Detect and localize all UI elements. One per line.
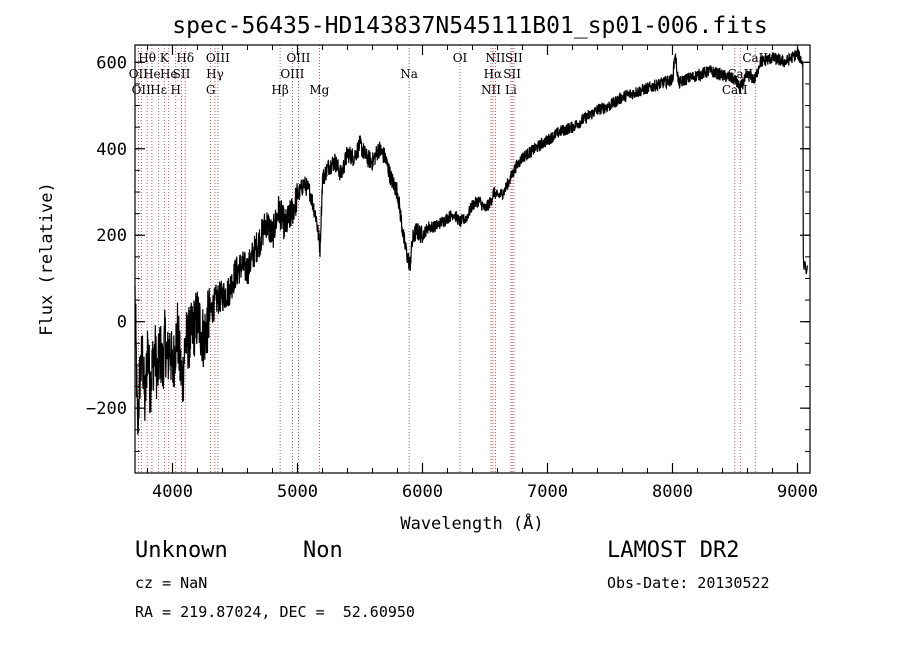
- line-label: OII: [132, 83, 152, 97]
- y-tick-label: 600: [96, 53, 127, 73]
- y-tick-label: 200: [96, 226, 127, 246]
- line-label: OII: [129, 67, 149, 81]
- line-label: Li: [505, 83, 517, 97]
- x-tick-label: 8000: [652, 482, 693, 502]
- line-label: OIII: [286, 51, 310, 65]
- line-label: K: [160, 51, 170, 65]
- line-label: G: [206, 83, 216, 97]
- y-tick-label: 0: [117, 313, 127, 333]
- y-tick-label: −200: [86, 399, 127, 419]
- line-label: NII: [481, 83, 501, 97]
- line-label: Hβ: [271, 83, 288, 97]
- x-axis-label: Wavelength (Å): [400, 512, 543, 534]
- class-label: Unknown: [135, 538, 228, 563]
- emission-line-labels: OII OII Hθ He Hε K He H SII Hδ G Hγ OIII Hβ OIII OIII Mg…: [129, 51, 769, 97]
- emission-line-markers: [137, 45, 756, 473]
- axis-ticks: 4000 5000 6000 7000 8000 9000 −200 0 200 400 600: [86, 45, 818, 502]
- cz-text: cz = NaN: [135, 574, 208, 592]
- x-tick-label: 5000: [277, 482, 318, 502]
- line-label: OIII: [280, 67, 304, 81]
- y-axis-label: Flux (relative): [37, 182, 57, 336]
- x-tick-label: 6000: [402, 482, 443, 502]
- line-label: Hε: [150, 83, 167, 97]
- line-label: SII: [505, 51, 523, 65]
- x-tick-label: 4000: [152, 482, 193, 502]
- line-label: He: [160, 67, 178, 81]
- coords-text: RA = 219.87024, DEC = 52.60950: [135, 603, 415, 621]
- obs-date-text: Obs-Date: 20130522: [607, 574, 770, 592]
- line-label: SII: [173, 67, 191, 81]
- line-label: NII: [485, 51, 505, 65]
- chart-title: spec-56435-HD143837N545111B01_sp01-006.f…: [172, 13, 767, 39]
- line-label: Hγ: [206, 67, 224, 81]
- line-label: OIII: [206, 51, 230, 65]
- line-label: H: [171, 83, 181, 97]
- x-tick-label: 9000: [777, 482, 818, 502]
- line-label: Na: [400, 67, 418, 81]
- line-label: SII: [503, 67, 521, 81]
- x-tick-label: 7000: [527, 482, 568, 502]
- subclass-label: Non: [303, 538, 343, 563]
- line-label: Hα: [484, 67, 503, 81]
- line-label: Hθ: [138, 51, 156, 65]
- y-tick-label: 400: [96, 140, 127, 160]
- line-label: Hδ: [176, 51, 194, 65]
- line-label: He: [143, 67, 161, 81]
- line-label: OI: [453, 51, 468, 65]
- spectrum-line: [134, 48, 809, 435]
- line-label: Mg: [309, 83, 329, 97]
- survey-label: LAMOST DR2: [607, 538, 740, 563]
- spectrum-series: [134, 48, 809, 435]
